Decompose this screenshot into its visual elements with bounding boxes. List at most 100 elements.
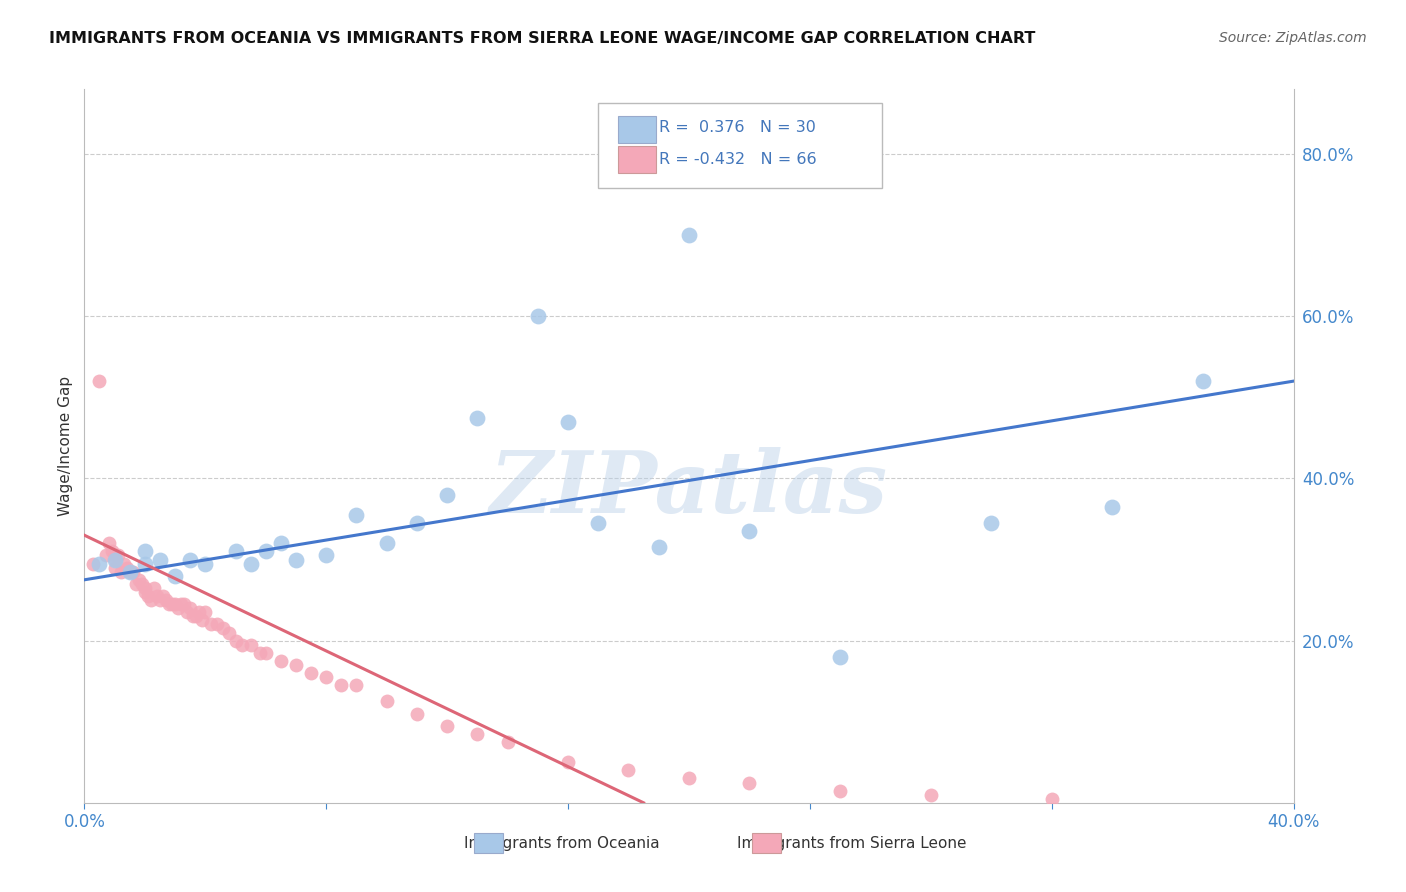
Point [527,310,550,324]
Point [436,719,458,733]
Point [249,646,271,660]
Point [188,605,211,619]
Text: R = -0.432   N = 66: R = -0.432 N = 66 [659,152,817,167]
Point [225,633,247,648]
Point [121,565,143,579]
Point [118,565,141,579]
Point [173,597,195,611]
Point [149,593,172,607]
Point [315,670,337,684]
Point [270,536,292,550]
Point [467,727,489,741]
Point [1192,374,1215,388]
Point [165,568,187,582]
Point [346,678,368,692]
Point [112,557,135,571]
Point [830,649,852,664]
Point [239,638,262,652]
Point [254,646,277,660]
FancyBboxPatch shape [617,146,657,173]
Point [179,552,201,566]
Point [165,597,187,611]
Point [200,617,222,632]
Point [134,557,156,571]
Point [231,638,253,652]
Text: R =  0.376   N = 30: R = 0.376 N = 30 [659,120,815,136]
FancyBboxPatch shape [752,833,780,854]
Point [107,549,129,563]
Point [617,764,640,778]
Point [155,593,177,607]
Point [104,549,127,563]
Point [89,374,111,388]
Point [738,524,761,538]
Point [678,772,700,786]
Point [1040,791,1063,805]
Point [146,589,169,603]
Point [136,589,159,603]
Point [920,788,942,802]
Point [225,544,247,558]
Point [104,552,127,566]
Text: Source: ZipAtlas.com: Source: ZipAtlas.com [1219,31,1367,45]
Point [167,601,190,615]
Point [149,552,172,566]
Point [176,605,198,619]
Text: ZIPatlas: ZIPatlas [489,447,889,531]
Point [134,585,156,599]
Point [315,549,337,563]
Point [557,415,579,429]
Point [134,581,156,595]
Point [118,565,141,579]
Point [207,617,229,632]
Point [212,622,235,636]
Point [170,597,193,611]
Point [270,654,292,668]
Point [139,593,162,607]
Point [375,536,398,550]
Point [738,775,761,789]
Text: IMMIGRANTS FROM OCEANIA VS IMMIGRANTS FROM SIERRA LEONE WAGE/INCOME GAP CORRELAT: IMMIGRANTS FROM OCEANIA VS IMMIGRANTS FR… [49,31,1036,46]
Point [330,678,353,692]
Point [142,581,165,595]
Point [110,565,132,579]
Point [82,557,104,571]
Point [239,557,262,571]
Point [89,557,111,571]
Point [186,609,208,624]
Point [157,597,180,611]
Point [830,783,852,797]
Point [678,228,700,243]
Point [131,577,153,591]
Point [496,735,519,749]
Point [1101,500,1123,514]
FancyBboxPatch shape [474,833,503,854]
Point [648,541,671,555]
Point [285,657,308,672]
Point [375,694,398,708]
Point [181,609,204,624]
Point [980,516,1002,530]
Point [406,706,429,721]
Point [218,625,240,640]
Point [179,601,201,615]
Point [191,613,214,627]
Point [160,597,183,611]
Point [406,516,429,530]
FancyBboxPatch shape [617,116,657,144]
Point [588,516,610,530]
Point [194,557,217,571]
Point [125,577,148,591]
FancyBboxPatch shape [599,103,883,187]
Point [134,544,156,558]
Point [94,549,117,563]
Point [467,410,489,425]
Point [128,573,150,587]
Point [436,488,458,502]
Y-axis label: Wage/Income Gap: Wage/Income Gap [58,376,73,516]
Point [557,756,579,770]
Point [115,560,138,574]
Point [100,544,122,558]
Point [104,560,127,574]
Point [346,508,368,522]
